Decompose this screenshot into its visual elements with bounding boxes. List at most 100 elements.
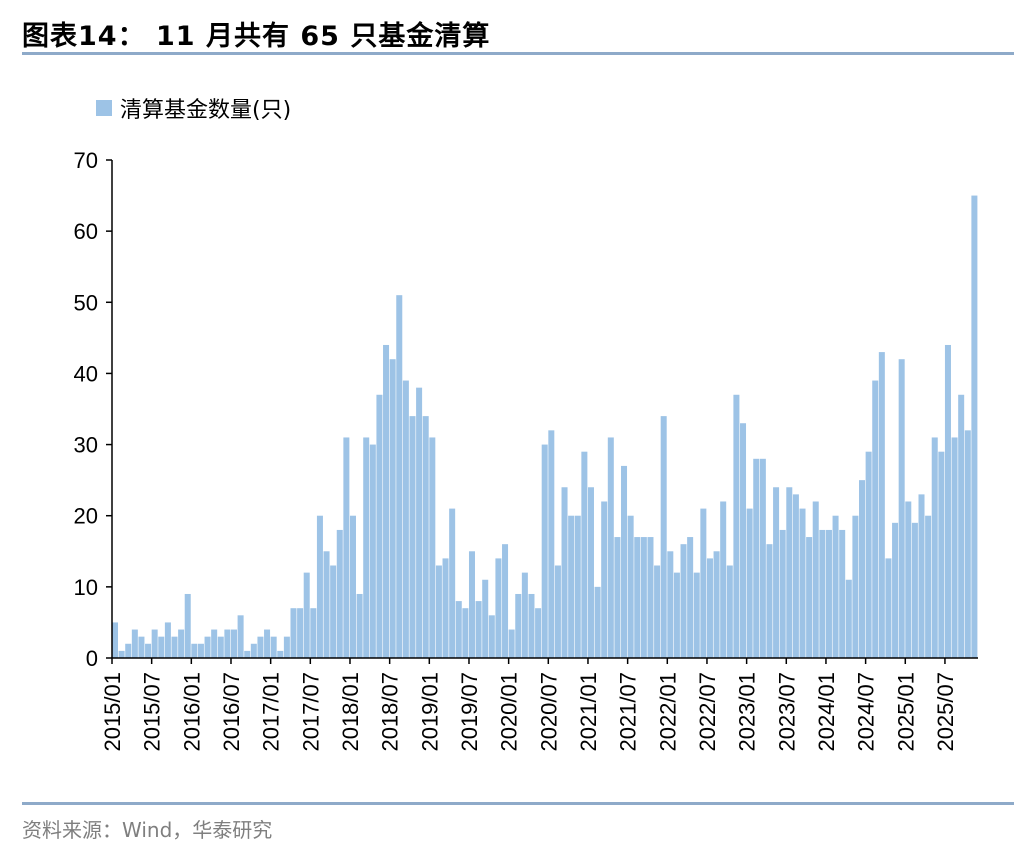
x-tick-label: 2022/07 [695,672,720,752]
bar-2021-03 [601,501,608,658]
bar-2019-10 [488,615,495,658]
y-axis: 0 10 20 30 40 50 60 70 [74,148,113,671]
x-tick-label: 2024/01 [814,672,839,752]
bar-2019-07 [468,551,475,658]
x-tick-label: 2020/01 [497,672,522,752]
bar-2022-01 [667,551,674,658]
bar-2020-01 [508,629,515,658]
bar-2019-03 [442,558,449,658]
bar-2016-03 [204,636,211,658]
bar-2018-04 [369,444,376,658]
x-tick-label: 2015/07 [140,672,165,752]
x-tick-label: 2019/07 [457,672,482,752]
bar-2016-06 [224,629,231,658]
bar-2024-11 [892,522,899,658]
bar-2022-03 [680,544,687,658]
bar-2019-11 [495,558,502,658]
bar-2021-05 [614,537,621,658]
bar-2025-03 [918,494,925,658]
bar-2021-11 [654,565,661,658]
x-tick-label: 2015/01 [100,672,125,752]
bar-2024-01 [825,529,832,658]
y-tick-label: 40 [74,361,98,386]
bar-2025-01 [905,501,912,658]
bar-2018-03 [363,437,370,658]
bar-2022-11 [733,394,740,658]
bar-2024-08 [872,380,879,658]
bar-2025-04 [925,515,932,658]
bar-2025-02 [911,522,918,658]
bar-2021-08 [634,537,641,658]
bar-2023-12 [819,529,826,658]
y-tick-label: 10 [74,575,98,600]
bar-2022-05 [693,572,700,658]
bar-2019-01 [429,437,436,658]
bar-2020-06 [541,444,548,658]
bar-2020-11 [574,515,581,658]
bar-2019-04 [449,508,456,658]
bar-2025-07 [944,344,951,658]
bar-2015-08 [158,636,165,658]
bar-2022-10 [726,565,733,658]
bar-2017-06 [303,572,310,658]
chart-title: 图表14： 11 月共有 65 只基金清算 [22,21,491,52]
y-tick-label: 0 [86,646,98,671]
legend-swatch [96,100,112,116]
bar-2017-08 [316,515,323,658]
bar-2018-05 [376,394,383,658]
bar-2025-06 [938,451,945,658]
bar-2016-08 [237,615,244,658]
bar-2020-12 [581,451,588,658]
x-tick-label: 2016/07 [219,672,244,752]
bar-2023-02 [753,458,760,658]
bar-2021-01 [587,487,594,658]
y-tick-label: 70 [74,148,98,173]
bar-2021-12 [660,416,667,658]
bar-2018-06 [383,344,390,658]
bar-2024-03 [839,529,846,658]
x-tick-label: 2022/01 [655,672,680,752]
bar-2017-03 [283,636,290,658]
bar-2015-02 [118,650,125,658]
bar-2016-04 [211,629,218,658]
bar-2016-09 [244,650,251,658]
bar-2019-02 [435,565,442,658]
bar-2017-11 [336,529,343,658]
bar-2022-08 [713,551,720,658]
bar-2023-08 [792,494,799,658]
bar-2023-09 [799,508,806,658]
bar-2017-04 [290,608,297,658]
bar-2018-01 [349,515,356,658]
bar-2016-10 [250,643,257,658]
bar-2018-10 [409,416,416,658]
bar-2019-09 [482,579,489,658]
bar-2022-04 [687,537,694,658]
y-tick-label: 60 [74,219,98,244]
bar-2025-10 [964,430,971,658]
bar-2024-04 [845,579,852,658]
bar-2015-09 [164,622,171,658]
bar-2023-10 [806,537,813,658]
bar-2018-02 [356,593,363,658]
bar-2024-12 [898,359,905,658]
bar-2021-07 [627,515,634,658]
x-tick-label: 2018/07 [378,672,403,752]
bar-2018-12 [422,416,429,658]
x-tick-label: 2018/01 [338,672,363,752]
bar-2015-03 [125,643,132,658]
bar-2017-02 [277,650,284,658]
bar-2016-11 [257,636,264,658]
bar-2021-10 [647,537,654,658]
bar-2023-03 [759,458,766,658]
x-tick-label: 2023/07 [774,672,799,752]
x-tick-label: 2020/07 [536,672,561,752]
bar-2024-06 [859,480,866,658]
x-axis: 2015/01 2015/07 2016/01 2016/07 2017/01 2017/… [100,657,978,752]
bar-2018-08 [396,295,403,658]
bar-2023-01 [746,508,753,658]
bar-2016-01 [191,643,198,658]
x-tick-label: 2025/07 [933,672,958,752]
bar-2016-12 [264,629,271,658]
bars-group [112,195,978,658]
